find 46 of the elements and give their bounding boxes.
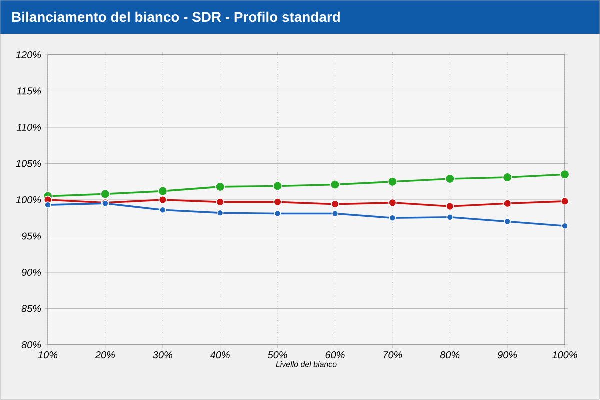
y-tick-label: 100% bbox=[16, 196, 42, 204]
point bbox=[44, 202, 52, 208]
y-tick-label: 110% bbox=[17, 124, 42, 132]
x-tick-label: 10% bbox=[38, 352, 58, 359]
point bbox=[159, 206, 166, 214]
point bbox=[272, 181, 283, 192]
point bbox=[216, 210, 224, 216]
point bbox=[331, 200, 340, 208]
point bbox=[158, 186, 168, 196]
x-tick-label: 50% bbox=[268, 352, 288, 359]
point bbox=[274, 198, 282, 206]
point bbox=[502, 172, 512, 182]
x-tick-label: 40% bbox=[210, 352, 230, 359]
y-tick-label: 85% bbox=[22, 305, 42, 312]
point bbox=[388, 177, 398, 187]
point bbox=[216, 182, 226, 192]
y-tick-label: 115% bbox=[17, 88, 42, 95]
point bbox=[560, 197, 570, 206]
x-tick-label: 60% bbox=[326, 352, 345, 359]
point bbox=[100, 189, 110, 199]
y-tick-label: 105% bbox=[16, 160, 42, 168]
point bbox=[330, 180, 340, 190]
point bbox=[274, 210, 282, 218]
point bbox=[446, 214, 454, 221]
x-tick-label: 20% bbox=[95, 352, 115, 359]
point bbox=[216, 198, 224, 206]
y-tick-label: 120% bbox=[16, 51, 42, 59]
x-tick-label: 70% bbox=[384, 352, 402, 359]
y-tick-label: 80% bbox=[22, 341, 42, 349]
point bbox=[562, 222, 568, 230]
point bbox=[445, 174, 455, 184]
chart-title: Bilanciamento del bianco - SDR - Profilo standard bbox=[12, 12, 340, 22]
point bbox=[332, 210, 339, 218]
x-tick-label: 30% bbox=[153, 352, 172, 359]
y-tick-label: 95% bbox=[22, 232, 42, 240]
x-tick-label: 80% bbox=[440, 352, 460, 359]
y-tick-label: 90% bbox=[22, 268, 42, 276]
x-tick-label: 90% bbox=[498, 352, 518, 359]
point bbox=[503, 200, 512, 208]
point bbox=[504, 218, 511, 226]
point bbox=[560, 170, 570, 180]
point bbox=[389, 214, 396, 222]
point bbox=[446, 202, 454, 211]
point bbox=[388, 198, 397, 207]
x-tick-label: 100% bbox=[552, 352, 578, 359]
point bbox=[158, 196, 167, 204]
